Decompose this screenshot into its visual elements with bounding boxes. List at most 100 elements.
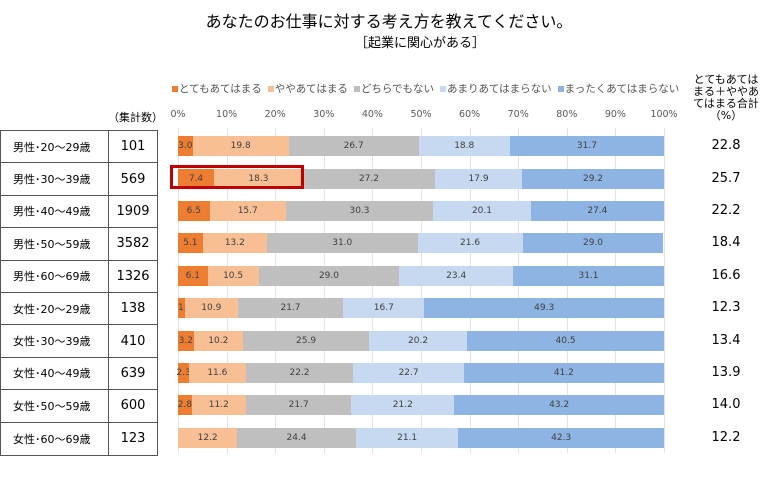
bar-segment: 22.2 <box>245 363 354 383</box>
x-tick-label: 100% <box>650 109 678 120</box>
row-label: 男性･30～39歳 <box>1 163 109 195</box>
bar-segment: 41.2 <box>463 363 664 383</box>
x-tick-label: 90% <box>604 109 626 120</box>
bar-row: 5.1 13.2 31.0 21.6 29.0 <box>178 233 664 254</box>
table-row: 女性･20～29歳 138 <box>1 292 157 326</box>
bar-segment: 23.4 <box>399 265 513 286</box>
bar-segment: 3.0 <box>178 136 193 157</box>
legend-swatch <box>557 85 564 92</box>
bar-row: 7.4 18.3 27.2 17.9 29.2 <box>178 168 664 189</box>
row-total: 22.2 <box>711 203 741 218</box>
legend-swatch <box>267 85 274 92</box>
bar-segment: 7.4 <box>178 168 214 189</box>
row-label: 男性･60～69歳 <box>1 260 109 292</box>
gridline <box>275 128 277 453</box>
bar-segment: 40.5 <box>467 330 664 351</box>
bar-segment: 20.2 <box>368 330 468 351</box>
table-row: 男性･20～29歳 101 <box>1 131 157 164</box>
gridline <box>469 128 471 453</box>
legend-label: とてもあてはまる <box>179 83 262 95</box>
bar-segment: 19.8 <box>192 136 289 157</box>
row-label: 女性･30～39歳 <box>1 325 109 357</box>
row-count: 600 <box>120 398 146 414</box>
table-row: 女性･30～39歳 410 <box>1 325 157 358</box>
bar-row: 6.5 15.7 30.3 20.1 27.4 <box>178 201 664 221</box>
total-header: とてもあてはまる＋ややあてはまる合計（%） <box>693 73 759 122</box>
table-row: 女性･40～49歳 639 <box>1 357 157 391</box>
table-row: 女性･50～59歳 600 <box>1 390 157 423</box>
bar-segment: 3.2 <box>178 330 194 351</box>
bar-segment: 31.1 <box>513 265 664 286</box>
bar-segment: 25.9 <box>243 330 369 351</box>
x-tick-label: 30% <box>313 109 335 120</box>
row-total: 12.3 <box>711 300 741 316</box>
x-tick-label: 80% <box>556 109 578 120</box>
gridline <box>421 128 422 453</box>
highlight-box <box>170 165 304 189</box>
table-row: 男性･40～49歳 1909 <box>1 195 157 229</box>
x-tick-label: 0% <box>170 109 186 120</box>
x-tick-label: 70% <box>507 109 529 120</box>
gridline <box>664 128 665 453</box>
bar-segment: 31.7 <box>509 136 664 157</box>
legend-swatch <box>440 85 447 92</box>
row-total: 13.4 <box>711 332 741 348</box>
bar-row: 1.410.921.716.749.3 <box>178 298 664 319</box>
bar-row: 2.8 11.2 21.7 21.2 43.2 <box>178 395 665 416</box>
legend-item: どちらでもない <box>353 81 435 96</box>
bar-segment: 6.1 <box>178 265 208 286</box>
bar-segment: 49.3 <box>424 298 664 319</box>
bar-row: -12.224.421.142.3 <box>178 427 664 448</box>
bar-segment: 27.2 <box>302 168 436 189</box>
bar-segment: 22.7 <box>353 363 464 383</box>
legend-item: ややあてはまる <box>267 81 348 96</box>
bar-segment: 29.0 <box>522 233 664 254</box>
chart-title: あなたのお仕事に対する考え方を教えてください。 <box>205 12 573 31</box>
row-total: 13.9 <box>711 365 741 380</box>
legend-label: あまりあてはまらない <box>447 83 552 95</box>
legend-item: あまりあてはまらない <box>440 81 552 96</box>
gridline <box>226 128 228 453</box>
bar-row: 2.3 11.6 22.2 22.7 41.2 <box>176 363 664 383</box>
bar-segment: 42.3 <box>458 427 664 448</box>
x-tick-label: 50% <box>410 109 432 120</box>
gridline <box>372 128 374 453</box>
chart-subtitle: ［起業に関心がある］ <box>355 36 486 51</box>
legend-label: まったくあてはまらない <box>564 83 680 95</box>
bar-segment: 2.3 <box>176 363 191 383</box>
bar-segment: 17.9 <box>435 168 523 189</box>
bar-segment: 10.5 <box>207 265 259 286</box>
row-count: 101 <box>120 139 146 155</box>
row-label: 女性･50～59歳 <box>1 390 109 422</box>
bar-segment: 2.8 <box>178 395 192 416</box>
bar-segment: 11.2 <box>191 395 246 416</box>
bar-segment: 24.4 <box>237 427 356 448</box>
row-count: 1326 <box>116 268 150 284</box>
bar-segment: 20.1 <box>433 201 531 221</box>
legend-swatch <box>172 85 178 92</box>
row-count: 410 <box>120 333 146 349</box>
bar-segment: 18.3 <box>213 168 303 189</box>
bar-segment: 13.2 <box>202 233 267 254</box>
row-label: 男性･50～59歳 <box>1 228 109 260</box>
legend-item: とてもあてはまる <box>172 81 262 96</box>
table-row: 男性･60～69歳 1326 <box>1 260 157 293</box>
table-row: 男性･30～39歳 569 <box>1 163 157 196</box>
bar-segment: 43.2 <box>454 395 665 416</box>
legend-label: どちらでもない <box>360 83 435 95</box>
x-tick-label: 20% <box>264 109 286 120</box>
bar-segment: 21.2 <box>351 395 455 416</box>
row-total: 18.4 <box>711 235 741 251</box>
x-tick-label: 60% <box>459 109 481 120</box>
legend-label: ややあてはまる <box>274 83 348 95</box>
bar-row: 3.0 19.8 26.7 18.8 31.7 <box>178 136 664 157</box>
row-total: 16.6 <box>711 267 741 283</box>
row-total: 25.7 <box>711 170 741 186</box>
legend: とてもあてはまる ややあてはまる どちらでもない あまりあてはまらない まったくあてはま… <box>172 81 679 96</box>
gridline <box>615 128 617 453</box>
bar-segment: 15.7 <box>209 201 286 221</box>
row-label: 女性･20～29歳 <box>1 292 109 325</box>
bar-segment: 6.5 <box>178 201 210 221</box>
gridline <box>566 128 568 453</box>
bar-segment: 10.2 <box>193 330 244 351</box>
